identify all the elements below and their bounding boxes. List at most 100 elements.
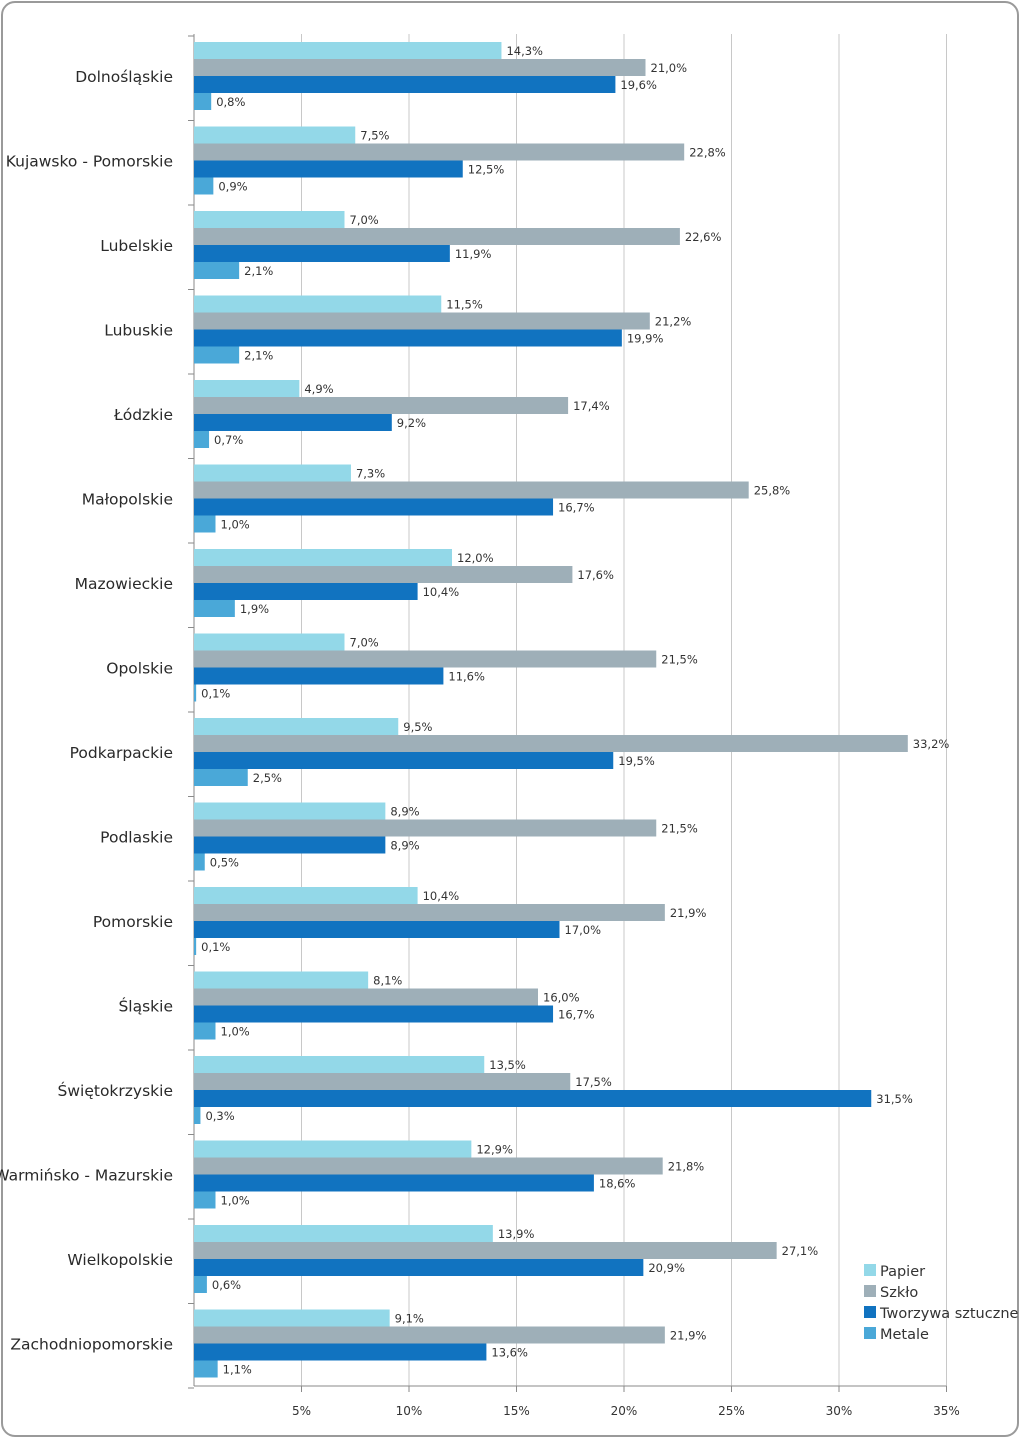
data-label: 7,0% — [350, 636, 379, 650]
category-label: Śląskie — [118, 997, 173, 1016]
data-label: 20,9% — [648, 1261, 685, 1275]
bar-papier — [194, 802, 386, 820]
bar-szkło — [194, 650, 657, 668]
data-label: 21,5% — [661, 653, 698, 667]
bar-tworzywa-sztuczne — [194, 1259, 644, 1276]
bar-tworzywa-sztuczne — [194, 921, 560, 938]
data-label: 0,6% — [212, 1278, 241, 1292]
category-label: Łódzkie — [113, 406, 173, 424]
bar-tworzywa-sztuczne — [194, 160, 463, 178]
data-label: 33,2% — [913, 737, 950, 751]
data-label: 9,1% — [395, 1312, 424, 1326]
bar-szkło — [194, 904, 665, 921]
bar-tworzywa-sztuczne — [194, 76, 616, 93]
bar-tworzywa-sztuczne — [194, 1005, 554, 1023]
bar-papier — [194, 1056, 485, 1073]
data-label: 14,3% — [506, 44, 543, 58]
data-label: 8,9% — [390, 805, 419, 819]
data-label: 12,0% — [457, 551, 494, 565]
bar-metale — [194, 431, 210, 448]
bar-tworzywa-sztuczne — [194, 245, 450, 262]
x-tick-label: 5% — [292, 1404, 311, 1418]
bar-metale — [194, 515, 216, 533]
data-label: 13,5% — [489, 1058, 526, 1072]
data-label: 9,2% — [397, 416, 426, 430]
data-label: 21,0% — [651, 61, 688, 75]
data-label: 11,5% — [446, 298, 483, 312]
x-tick-label: 30% — [826, 1404, 853, 1418]
legend-label: Szkło — [880, 1285, 918, 1301]
bar-metale — [194, 1276, 207, 1293]
bar-papier — [194, 380, 300, 397]
bar-tworzywa-sztuczne — [194, 583, 418, 600]
data-label: 13,6% — [491, 1346, 528, 1360]
data-label: 0,7% — [214, 433, 243, 447]
legend-swatch — [864, 1264, 876, 1276]
bar-papier — [194, 971, 369, 989]
bar-metale — [194, 93, 212, 110]
legend-swatch — [864, 1306, 876, 1318]
data-label: 22,8% — [689, 146, 726, 160]
bar-szkło — [194, 228, 680, 245]
data-label: 17,0% — [565, 923, 602, 937]
category-label: Lubuskie — [104, 322, 173, 340]
legend-label: Tworzywa sztuczne — [879, 1306, 1019, 1322]
data-label: 1,0% — [221, 518, 250, 532]
data-label: 10,4% — [423, 889, 460, 903]
category-label: Kujawsko - Pomorskie — [6, 153, 173, 171]
data-label: 9,5% — [403, 720, 432, 734]
bar-tworzywa-sztuczne — [194, 667, 444, 685]
bar-papier — [194, 718, 399, 735]
x-tick-label: 10% — [396, 1404, 423, 1418]
data-label: 21,5% — [661, 822, 698, 836]
bar-szkło — [194, 1073, 571, 1090]
legend-label: Metale — [880, 1327, 929, 1343]
data-label: 16,7% — [558, 1008, 595, 1022]
data-label: 19,9% — [627, 332, 664, 346]
data-label: 19,5% — [618, 754, 655, 768]
bar-metale — [194, 1022, 216, 1040]
data-label: 0,5% — [210, 856, 239, 870]
bar-tworzywa-sztuczne — [194, 836, 386, 854]
x-tick-label: 35% — [933, 1404, 960, 1418]
bar-tworzywa-sztuczne — [194, 414, 392, 431]
data-label: 31,5% — [876, 1092, 913, 1106]
data-label: 17,5% — [575, 1075, 612, 1089]
bar-tworzywa-sztuczne — [194, 1090, 872, 1107]
data-label: 18,6% — [599, 1177, 636, 1191]
bar-szkło — [194, 1326, 665, 1344]
bar-szkło — [194, 312, 650, 330]
bar-metale — [194, 1191, 216, 1209]
x-tick-label: 20% — [611, 1404, 638, 1418]
data-label: 1,9% — [240, 602, 269, 616]
bar-szkło — [194, 143, 685, 161]
data-label: 0,1% — [201, 940, 230, 954]
bar-metale — [194, 938, 197, 955]
bar-szkło — [194, 1157, 663, 1175]
category-label: Pomorskie — [93, 913, 173, 931]
x-tick-label: 15% — [503, 1404, 530, 1418]
category-label: Podlaskie — [100, 829, 173, 847]
category-label: Świętokrzyskie — [58, 1081, 173, 1100]
bar-metale — [194, 853, 205, 871]
category-label: Opolskie — [106, 660, 173, 678]
data-label: 2,1% — [244, 349, 273, 363]
data-label: 0,9% — [218, 180, 247, 194]
legend-label: Papier — [880, 1264, 925, 1280]
data-label: 16,0% — [543, 991, 580, 1005]
data-label: 21,9% — [670, 1329, 707, 1343]
data-label: 7,0% — [350, 213, 379, 227]
bar-tworzywa-sztuczne — [194, 329, 622, 347]
data-label: 21,9% — [670, 906, 707, 920]
data-label: 10,4% — [423, 585, 460, 599]
bar-szkło — [194, 819, 657, 837]
data-label: 7,3% — [356, 467, 385, 481]
legend-swatch — [864, 1285, 876, 1297]
bar-tworzywa-sztuczne — [194, 1174, 594, 1192]
bar-tworzywa-sztuczne — [194, 498, 554, 516]
bar-papier — [194, 887, 418, 904]
data-label: 0,8% — [216, 95, 245, 109]
bar-papier — [194, 295, 442, 313]
bar-papier — [194, 464, 351, 482]
category-label: Zachodniopomorskie — [10, 1336, 173, 1354]
